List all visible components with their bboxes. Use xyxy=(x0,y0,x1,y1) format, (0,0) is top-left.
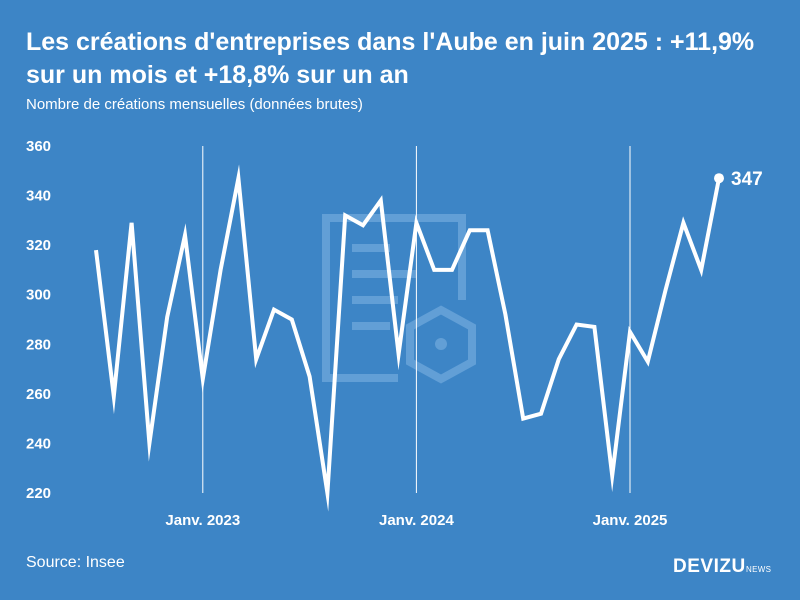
brand-logo: DEVIZU xyxy=(673,556,746,577)
x-tick-label: Janv. 2024 xyxy=(379,512,454,529)
brand-logo-sub: NEWS xyxy=(746,565,772,574)
y-tick-label: 280 xyxy=(26,336,51,353)
y-tick-label: 240 xyxy=(26,435,51,452)
series-line xyxy=(94,164,721,512)
last-point-marker xyxy=(714,173,724,184)
y-tick-label: 320 xyxy=(26,237,51,254)
y-tick-label: 220 xyxy=(26,485,51,502)
y-tick-label: 360 xyxy=(26,138,51,155)
y-tick-label: 260 xyxy=(26,386,51,403)
y-tick-label: 340 xyxy=(26,188,51,205)
x-tick-label: Janv. 2025 xyxy=(593,512,668,529)
chart-subtitle: Nombre de créations mensuelles (données … xyxy=(26,96,363,113)
source-note: Source: Insee xyxy=(26,554,125,571)
chart-title: Les créations d'entreprises dans l'Aube … xyxy=(26,28,755,89)
x-tick-label: Janv. 2023 xyxy=(165,512,240,529)
y-tick-label: 300 xyxy=(26,287,51,304)
last-value-label: 347 xyxy=(731,169,763,190)
